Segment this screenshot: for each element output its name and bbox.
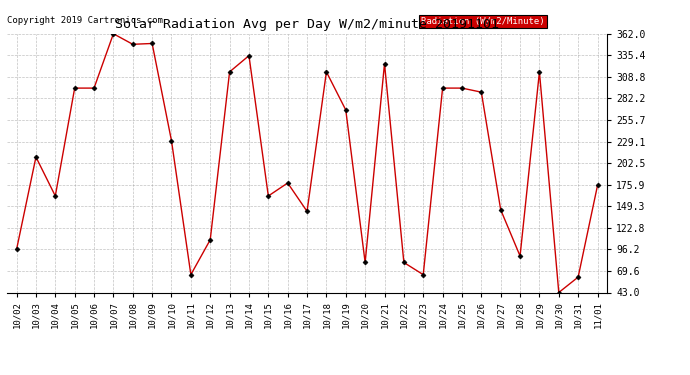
Title: Solar Radiation Avg per Day W/m2/minute 20191101: Solar Radiation Avg per Day W/m2/minute … <box>115 18 499 31</box>
Text: Radiation (W/m2/Minute): Radiation (W/m2/Minute) <box>421 17 544 26</box>
Text: Copyright 2019 Cartronics.com: Copyright 2019 Cartronics.com <box>7 16 163 25</box>
